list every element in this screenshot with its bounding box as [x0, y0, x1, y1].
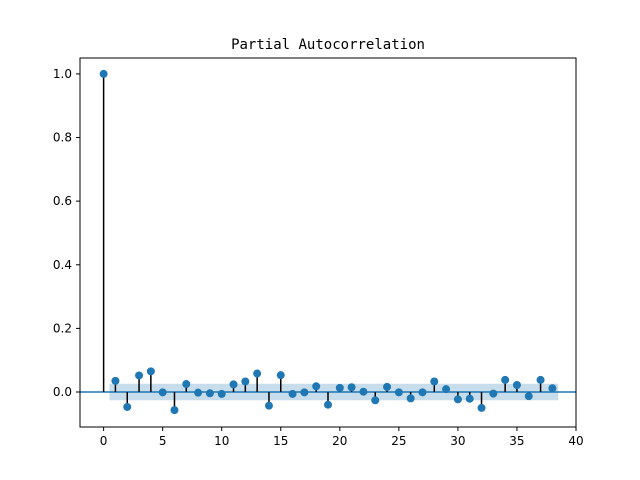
- marker-lag-36: [524, 392, 533, 401]
- marker-lag-30: [453, 395, 462, 404]
- marker-lag-4: [146, 367, 155, 376]
- marker-lag-24: [383, 382, 392, 391]
- plot-area: [80, 69, 576, 415]
- marker-lag-17: [300, 388, 309, 397]
- x-tick-label-15: 15: [273, 434, 288, 448]
- marker-lag-13: [253, 369, 262, 378]
- marker-lag-34: [501, 375, 510, 384]
- marker-lag-2: [123, 402, 132, 411]
- marker-lag-14: [264, 401, 273, 410]
- marker-lag-18: [312, 382, 321, 391]
- x-tick-label-20: 20: [332, 434, 347, 448]
- marker-lag-16: [288, 389, 297, 398]
- marker-lag-28: [430, 377, 439, 386]
- marker-lag-11: [229, 380, 238, 389]
- marker-lag-33: [489, 389, 498, 398]
- marker-lag-5: [158, 388, 167, 397]
- x-tick-label-35: 35: [509, 434, 524, 448]
- marker-lag-9: [205, 389, 214, 398]
- marker-lag-38: [548, 384, 557, 393]
- marker-lag-20: [335, 383, 344, 392]
- marker-lag-26: [406, 394, 415, 403]
- marker-lag-1: [111, 376, 120, 385]
- axes-ticks: 0 5 10 15 20 25 30 35 40 0.0 0.2 0.4 0.6 0.8 1.0: [53, 67, 584, 448]
- marker-lag-7: [182, 380, 191, 389]
- marker-lag-15: [276, 371, 285, 380]
- marker-lag-32: [477, 403, 486, 412]
- marker-lag-22: [359, 387, 368, 396]
- x-tick-label-40: 40: [568, 434, 583, 448]
- marker-lag-6: [170, 406, 179, 415]
- marker-lag-29: [442, 385, 451, 394]
- marker-lag-25: [394, 388, 403, 397]
- marker-lag-31: [465, 394, 474, 403]
- marker-lag-37: [536, 375, 545, 384]
- y-tick-label-0: 0.0: [53, 385, 72, 399]
- x-tick-label-0: 0: [100, 434, 108, 448]
- marker-lag-35: [512, 381, 521, 390]
- marker-lag-3: [135, 371, 144, 380]
- x-tick-label-25: 25: [391, 434, 406, 448]
- marker-lag-21: [347, 383, 356, 392]
- marker-lag-0: [99, 69, 108, 78]
- x-tick-label-5: 5: [159, 434, 167, 448]
- x-tick-label-10: 10: [214, 434, 229, 448]
- y-tick-label-0.4: 0.4: [53, 258, 72, 272]
- marker-lag-27: [418, 388, 427, 397]
- axes-frame: [79, 57, 577, 428]
- marker-lag-10: [217, 389, 226, 398]
- marker-lag-8: [194, 388, 203, 397]
- marker-lag-19: [324, 400, 332, 409]
- marker-lag-23: [371, 396, 380, 405]
- x-tick-label-30: 30: [450, 434, 465, 448]
- marker-lag-12: [241, 377, 250, 386]
- y-tick-label-1: 1.0: [53, 67, 72, 81]
- chart-title: Partial Autocorrelation: [231, 37, 425, 53]
- y-tick-label-0.8: 0.8: [53, 131, 72, 145]
- y-tick-label-0.6: 0.6: [53, 194, 72, 208]
- y-tick-label-0.2: 0.2: [53, 321, 72, 335]
